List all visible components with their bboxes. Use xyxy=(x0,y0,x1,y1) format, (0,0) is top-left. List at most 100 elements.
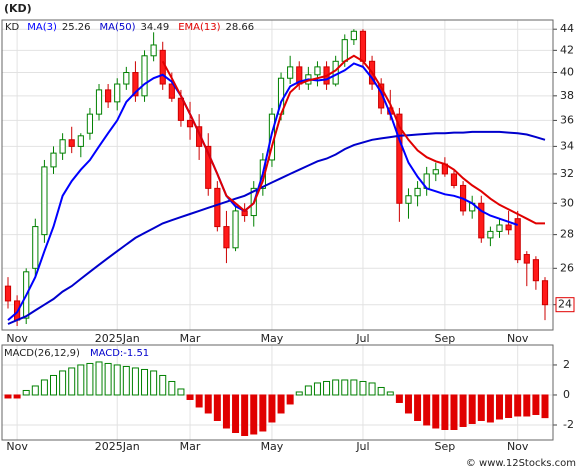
plot-frame xyxy=(1,344,554,441)
legend-name: MA(50) xyxy=(100,22,136,33)
macd-bar xyxy=(468,394,476,424)
y-tick-label: 28 xyxy=(560,228,574,241)
macd-bar xyxy=(95,361,103,396)
macd-bar xyxy=(423,394,431,426)
macd-bar xyxy=(313,382,321,396)
macd-bar xyxy=(159,374,167,396)
y-tick-label: -2 xyxy=(563,418,574,431)
macd-bar xyxy=(377,386,385,396)
indicator-line xyxy=(7,130,546,325)
x-tick-label: Jul xyxy=(355,440,369,453)
macd-bar xyxy=(68,367,76,396)
indicator-line xyxy=(161,54,545,225)
macd-bar xyxy=(186,394,194,400)
candle-body xyxy=(205,145,212,189)
macd-bar xyxy=(332,379,340,396)
macd-bar xyxy=(50,374,58,396)
macd-bar xyxy=(250,394,258,435)
x-tick-label: Mar xyxy=(180,440,201,453)
macd-bar xyxy=(22,389,30,396)
macd-bar xyxy=(113,364,121,396)
candle-body xyxy=(114,83,121,103)
candle-body xyxy=(450,173,458,186)
candle-body xyxy=(478,202,485,239)
macd-bar xyxy=(505,394,513,418)
macd-bar xyxy=(131,367,139,396)
candle-body xyxy=(41,166,48,236)
macd-bar xyxy=(514,394,522,417)
candle-body xyxy=(214,187,221,228)
y-tick-label: 34 xyxy=(560,139,574,152)
y-tick-label: 0 xyxy=(563,388,570,401)
footer: © www.12Stocks.com xyxy=(466,458,576,469)
legend-name: MA(3) xyxy=(27,22,57,33)
candle-body xyxy=(350,30,357,41)
y-tick-label: 36 xyxy=(560,113,574,126)
macd-bar xyxy=(259,394,267,432)
plot-frame xyxy=(1,19,554,331)
last-price-box xyxy=(555,297,575,313)
macd-bar xyxy=(541,394,549,419)
macd-title: MACD(26,12,9) xyxy=(4,348,80,359)
candle-body xyxy=(186,119,194,128)
macd-bar xyxy=(4,394,12,399)
candle-body xyxy=(287,66,294,79)
candle-body xyxy=(4,285,12,302)
legend-value: 34.49 xyxy=(141,22,170,33)
candle-body xyxy=(541,280,549,306)
macd-bar xyxy=(241,394,249,436)
candle-body xyxy=(177,97,185,121)
candle-body xyxy=(432,169,439,175)
macd-bar xyxy=(286,394,294,405)
y-tick-label: 32 xyxy=(560,167,574,180)
candle-body xyxy=(487,230,494,239)
macd-bar xyxy=(268,394,276,423)
x-tick-label: Jul xyxy=(355,332,369,345)
last-price-label: 24 xyxy=(558,298,572,311)
macd-bar xyxy=(350,379,358,396)
macd-bar xyxy=(150,370,158,396)
macd-bar xyxy=(459,394,467,427)
y-tick-label: 30 xyxy=(560,196,574,209)
macd-bar xyxy=(432,394,440,429)
y-tick-label: 26 xyxy=(560,261,574,274)
candle-body xyxy=(232,210,239,249)
macd-bar xyxy=(31,385,39,396)
x-tick-label: 2025Jan xyxy=(95,332,140,345)
candle-body xyxy=(496,224,503,232)
macd-bar xyxy=(204,394,212,414)
macd-bar xyxy=(222,394,230,429)
candle-body xyxy=(223,226,230,249)
candle-body xyxy=(405,195,412,204)
candle-body xyxy=(505,224,512,231)
macd-bar xyxy=(495,394,503,420)
macd-bar xyxy=(13,394,21,399)
macd-bar xyxy=(168,380,176,396)
indicator-line xyxy=(7,62,519,321)
macd-bar xyxy=(368,382,376,396)
macd-bar xyxy=(304,385,312,396)
macd-bar xyxy=(195,394,203,408)
candle-body xyxy=(359,30,367,62)
candle-body xyxy=(50,152,57,168)
macd-bar xyxy=(395,394,403,403)
legend-ticker: KD xyxy=(5,22,20,33)
y-tick-label: 40 xyxy=(560,66,574,79)
y-tick-label: 38 xyxy=(560,89,574,102)
y-tick-label: 44 xyxy=(560,22,574,35)
x-tick-label: Nov xyxy=(6,440,28,453)
candle-body xyxy=(332,60,339,85)
macd-value: MACD:-1.51 xyxy=(90,348,149,359)
candle-body xyxy=(95,89,103,115)
macd-bar xyxy=(486,394,494,423)
macd-bar xyxy=(104,362,112,396)
macd-bar xyxy=(122,365,130,396)
x-tick-label: May xyxy=(261,332,284,345)
macd-bar xyxy=(532,394,540,415)
macd-bar xyxy=(277,394,285,414)
macd-bar xyxy=(450,394,458,430)
x-tick-label: May xyxy=(261,440,284,453)
macd-bar xyxy=(77,364,85,396)
candle-body xyxy=(341,39,348,62)
